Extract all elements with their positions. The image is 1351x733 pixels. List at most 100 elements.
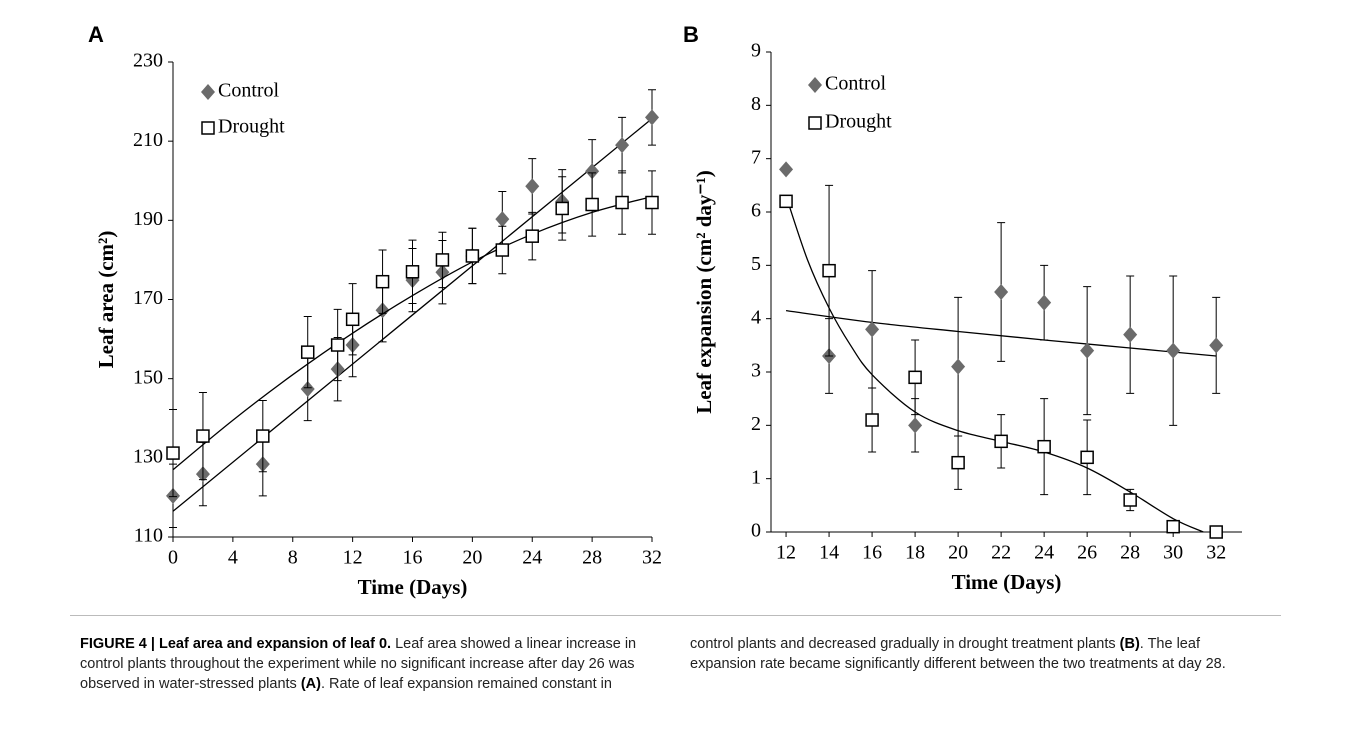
diamond-marker — [300, 380, 315, 397]
x-tick-label: 16 — [403, 547, 423, 569]
trend-line — [172, 118, 653, 512]
caption-text: . The leaf expansion rate became signifi… — [690, 636, 1226, 672]
y-tick-label: 1 — [751, 466, 761, 488]
square-marker — [1209, 525, 1223, 539]
square-marker — [300, 345, 315, 359]
y-tick-label: 4 — [751, 306, 761, 328]
diamond-marker — [1037, 294, 1052, 311]
legend-label: Control — [218, 80, 280, 102]
square-marker — [994, 434, 1008, 449]
square-marker — [908, 370, 922, 385]
y-tick-label: 3 — [751, 360, 761, 382]
diamond-marker — [1123, 326, 1138, 343]
y-axis-title: Leaf area (cm²) — [94, 231, 118, 369]
x-tick-label: 8 — [288, 547, 298, 569]
square-marker — [495, 243, 510, 257]
square-marker — [330, 338, 345, 352]
y-tick-label: 5 — [751, 253, 761, 275]
diamond-marker — [495, 211, 510, 228]
x-tick-label: 32 — [642, 547, 662, 569]
rule — [70, 615, 1281, 616]
y-tick-label: 0 — [751, 520, 761, 542]
square-marker — [779, 194, 793, 209]
diamond-marker — [908, 417, 923, 434]
square-marker — [375, 274, 390, 289]
diamond-marker — [615, 137, 630, 154]
panel-label: A — [88, 22, 104, 47]
square-marker — [555, 201, 569, 216]
x-tick-label: 18 — [905, 542, 925, 564]
square-marker — [196, 429, 210, 443]
diamond-marker — [994, 284, 1009, 300]
legend-marker — [808, 116, 822, 130]
square-marker — [1123, 493, 1137, 507]
x-tick-label: 14 — [819, 542, 839, 564]
caption-text: Leaf area showed a linear increase in co… — [80, 636, 637, 692]
diamond-marker — [1209, 337, 1224, 354]
y-tick-label: 170 — [133, 287, 163, 309]
trend-line — [785, 195, 1204, 533]
diamond-marker — [779, 161, 794, 178]
y-tick-label: 7 — [751, 146, 761, 168]
diamond-marker — [525, 178, 540, 195]
x-tick-label: 12 — [343, 547, 363, 569]
caption-ref: (B) — [1119, 636, 1140, 652]
square-marker — [166, 446, 180, 460]
y-tick-label: 9 — [751, 40, 761, 62]
y-tick-label: 150 — [133, 366, 163, 388]
y-tick-label: 110 — [134, 525, 163, 547]
x-tick-label: 26 — [1077, 542, 1097, 564]
x-tick-label: 20 — [462, 547, 482, 569]
square-marker — [1037, 439, 1051, 454]
legend-label: Drought — [825, 111, 892, 133]
legend-marker — [201, 121, 215, 135]
square-marker — [345, 312, 360, 327]
x-tick-label: 12 — [776, 542, 796, 564]
x-tick-label: 32 — [1206, 542, 1226, 564]
x-tick-label: 20 — [948, 542, 968, 564]
x-tick-label: 24 — [522, 547, 542, 569]
legend-label: Drought — [218, 116, 285, 138]
square-marker — [465, 249, 480, 263]
x-tick-label: 28 — [582, 547, 602, 569]
legend-label: Control — [825, 73, 887, 95]
y-tick-label: 2 — [751, 413, 761, 435]
y-axis-title: Leaf expansion (cm² day⁻¹) — [692, 170, 716, 414]
x-axis-title: Time (Days) — [952, 570, 1062, 594]
diamond-marker — [1080, 342, 1095, 359]
diamond-marker — [951, 358, 966, 375]
caption-ref: (A) — [300, 676, 321, 692]
square-marker — [435, 253, 450, 267]
x-tick-label: 16 — [862, 542, 882, 564]
x-tick-label: 28 — [1120, 542, 1140, 564]
caption: FIGURE 4 | Leaf area and expansion of le… — [80, 634, 1260, 694]
y-tick-label: 230 — [133, 50, 163, 72]
x-tick-label: 4 — [228, 547, 238, 569]
diamond-marker — [585, 163, 600, 180]
square-marker — [256, 429, 270, 443]
square-marker — [405, 265, 420, 279]
square-marker — [585, 197, 599, 212]
square-marker — [615, 195, 629, 210]
y-tick-label: 210 — [133, 129, 163, 151]
square-marker — [865, 413, 879, 427]
square-marker — [645, 195, 659, 210]
x-tick-label: 0 — [168, 547, 178, 569]
diamond-marker — [1166, 342, 1181, 359]
trend-line — [172, 195, 653, 471]
square-marker — [951, 455, 965, 470]
square-marker — [822, 263, 836, 278]
x-tick-label: 22 — [991, 542, 1011, 564]
square-marker — [1166, 519, 1180, 534]
panel-label: B — [683, 22, 699, 47]
x-axis-title: Time (Days) — [358, 575, 468, 599]
y-tick-label: 8 — [751, 93, 761, 115]
legend-marker — [808, 77, 822, 93]
x-tick-label: 30 — [1163, 542, 1183, 564]
x-tick-label: 24 — [1034, 542, 1054, 564]
caption-heading: FIGURE 4 | Leaf area and expansion of le… — [80, 636, 392, 652]
y-tick-label: 190 — [133, 208, 163, 230]
diamond-marker — [645, 109, 659, 126]
